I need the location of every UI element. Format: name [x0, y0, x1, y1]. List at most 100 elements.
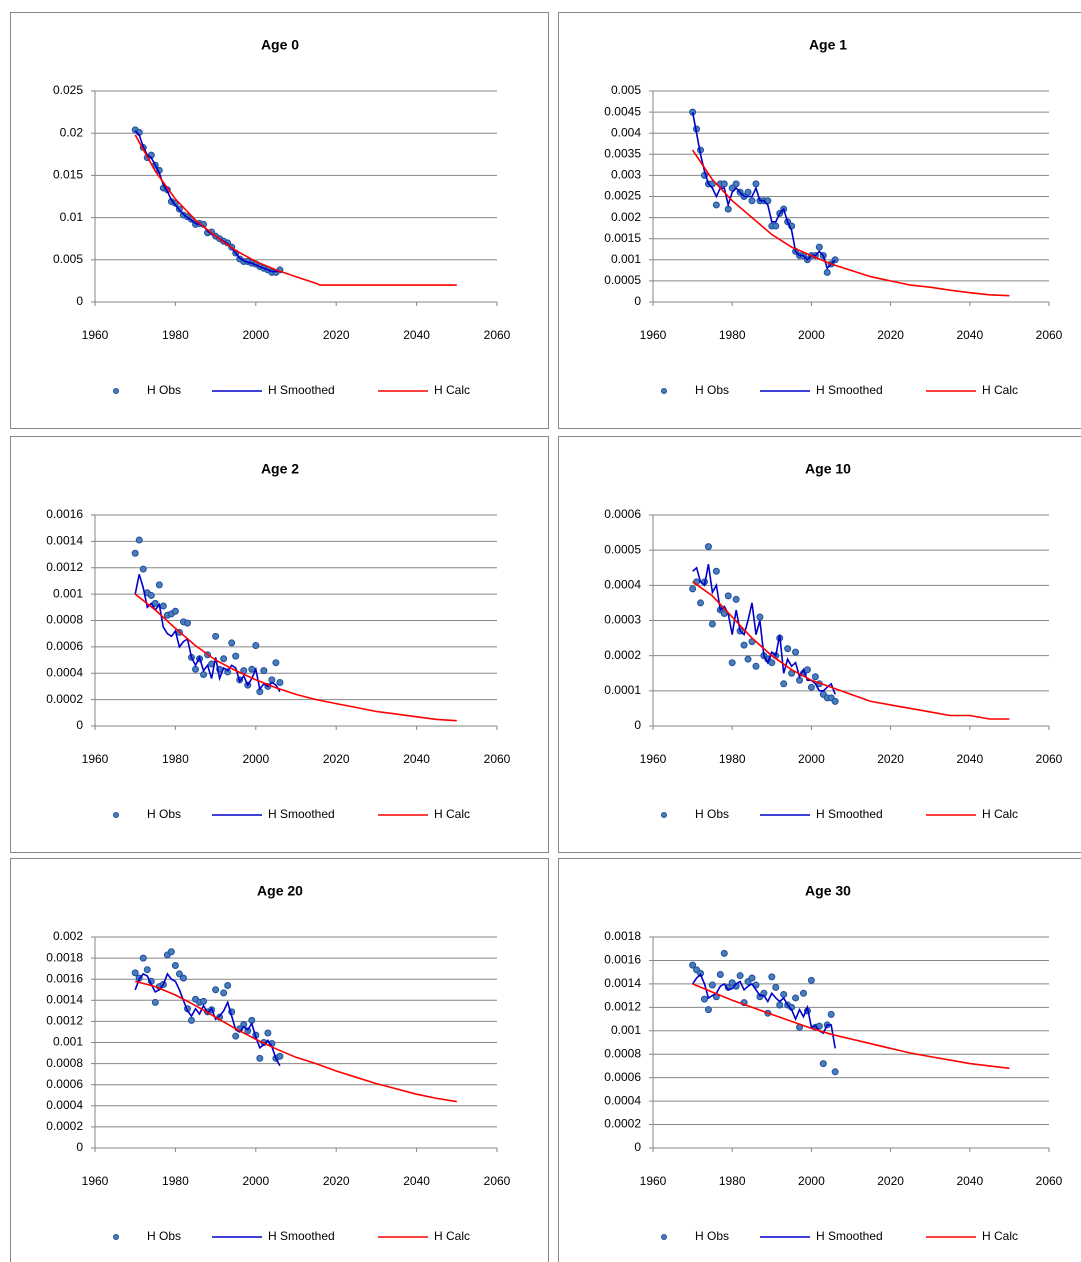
series-line	[134, 130, 281, 273]
obs-point	[831, 697, 839, 705]
panel-border	[10, 436, 549, 853]
obs-point	[697, 599, 705, 607]
obs-point	[167, 948, 175, 956]
panel-border	[558, 12, 1081, 429]
y-tick-label: 0.0006	[604, 507, 641, 521]
obs-point	[139, 954, 147, 962]
y-tick-label: 0.0004	[604, 1093, 641, 1107]
y-tick-label: 0.002	[53, 929, 83, 943]
legend-label: H Calc	[982, 807, 1018, 821]
legend-label: H Calc	[434, 383, 470, 397]
obs-point	[768, 973, 776, 981]
y-tick-label: 0.015	[53, 168, 83, 182]
legend-label: H Obs	[147, 1229, 181, 1243]
obs-point	[179, 974, 187, 982]
obs-point	[147, 591, 155, 599]
x-tick-label: 2020	[877, 328, 904, 342]
series-line	[691, 149, 1010, 297]
series-line	[134, 574, 281, 693]
x-tick-label: 2000	[798, 328, 825, 342]
y-tick-label: 0.0008	[604, 1046, 641, 1060]
obs-point	[728, 659, 736, 667]
x-tick-label: 2060	[1036, 752, 1063, 766]
obs-point	[171, 961, 179, 969]
x-tick-label: 2000	[242, 1174, 269, 1188]
legend-marker	[113, 1234, 119, 1240]
obs-point	[815, 243, 823, 251]
y-tick-label: 0.003	[611, 168, 641, 182]
y-tick-label: 0	[634, 718, 641, 732]
y-tick-label: 0.0004	[604, 578, 641, 592]
y-tick-label: 0.001	[53, 1035, 83, 1049]
x-tick-label: 2000	[798, 1174, 825, 1188]
obs-point	[252, 642, 260, 650]
legend-marker	[661, 388, 667, 394]
legend-label: H Calc	[434, 807, 470, 821]
obs-point	[159, 602, 167, 610]
obs-point	[732, 180, 740, 188]
y-tick-label: 0.0004	[46, 1098, 83, 1112]
obs-point	[807, 976, 815, 984]
chart-title: Age 2	[261, 461, 299, 477]
y-tick-label: 0.0015	[604, 231, 641, 245]
obs-point	[228, 639, 236, 647]
x-tick-label: 2060	[1036, 1174, 1063, 1188]
obs-point	[712, 567, 720, 575]
y-tick-label: 0.0002	[604, 1117, 641, 1131]
obs-point	[175, 970, 183, 978]
x-tick-label: 2020	[323, 328, 350, 342]
obs-point	[736, 972, 744, 980]
legend-label: H Obs	[695, 1229, 729, 1243]
obs-point	[748, 197, 756, 205]
series-line	[134, 980, 457, 1103]
obs-point	[689, 585, 697, 593]
x-tick-label: 1980	[162, 752, 189, 766]
obs-point	[276, 1052, 284, 1060]
legend-label: H Obs	[695, 807, 729, 821]
obs-point	[212, 632, 220, 640]
y-tick-label: 0.025	[53, 83, 83, 97]
chart-title: Age 1	[809, 37, 847, 53]
x-tick-label: 1980	[162, 328, 189, 342]
y-tick-label: 0.0005	[604, 542, 641, 556]
legend-label: H Obs	[147, 807, 181, 821]
obs-point	[264, 1029, 272, 1037]
obs-point	[212, 986, 220, 994]
obs-point	[792, 994, 800, 1002]
x-tick-label: 2000	[242, 328, 269, 342]
y-tick-label: 0.005	[611, 83, 641, 97]
y-tick-label: 0.004	[611, 125, 641, 139]
y-tick-label: 0.0006	[46, 639, 83, 653]
obs-point	[700, 995, 708, 1003]
y-tick-label: 0.0018	[46, 950, 83, 964]
obs-point	[220, 655, 228, 663]
x-tick-label: 2020	[323, 1174, 350, 1188]
obs-point	[256, 1054, 264, 1062]
y-tick-label: 0.0005	[604, 273, 641, 287]
x-tick-label: 2020	[323, 752, 350, 766]
obs-point	[752, 662, 760, 670]
y-tick-label: 0.0001	[604, 683, 641, 697]
y-tick-label: 0.0002	[604, 648, 641, 662]
obs-point	[272, 659, 280, 667]
y-tick-label: 0.0002	[46, 692, 83, 706]
obs-point	[827, 1010, 835, 1018]
y-tick-label: 0.001	[611, 1023, 641, 1037]
panel-border	[558, 436, 1081, 853]
y-tick-label: 0.001	[53, 586, 83, 600]
obs-point	[831, 1068, 839, 1076]
obs-point	[183, 619, 191, 627]
obs-point	[823, 268, 831, 276]
x-tick-label: 2020	[877, 1174, 904, 1188]
obs-point	[740, 641, 748, 649]
panel-border	[10, 858, 549, 1262]
obs-point	[689, 961, 697, 969]
legend-label: H Smoothed	[268, 383, 335, 397]
obs-point	[248, 665, 256, 673]
legend-label: H Calc	[434, 1229, 470, 1243]
y-tick-label: 0.0008	[46, 1056, 83, 1070]
obs-point	[780, 680, 788, 688]
legend-label: H Obs	[147, 383, 181, 397]
x-tick-label: 2000	[242, 752, 269, 766]
y-tick-label: 0.0016	[604, 953, 641, 967]
